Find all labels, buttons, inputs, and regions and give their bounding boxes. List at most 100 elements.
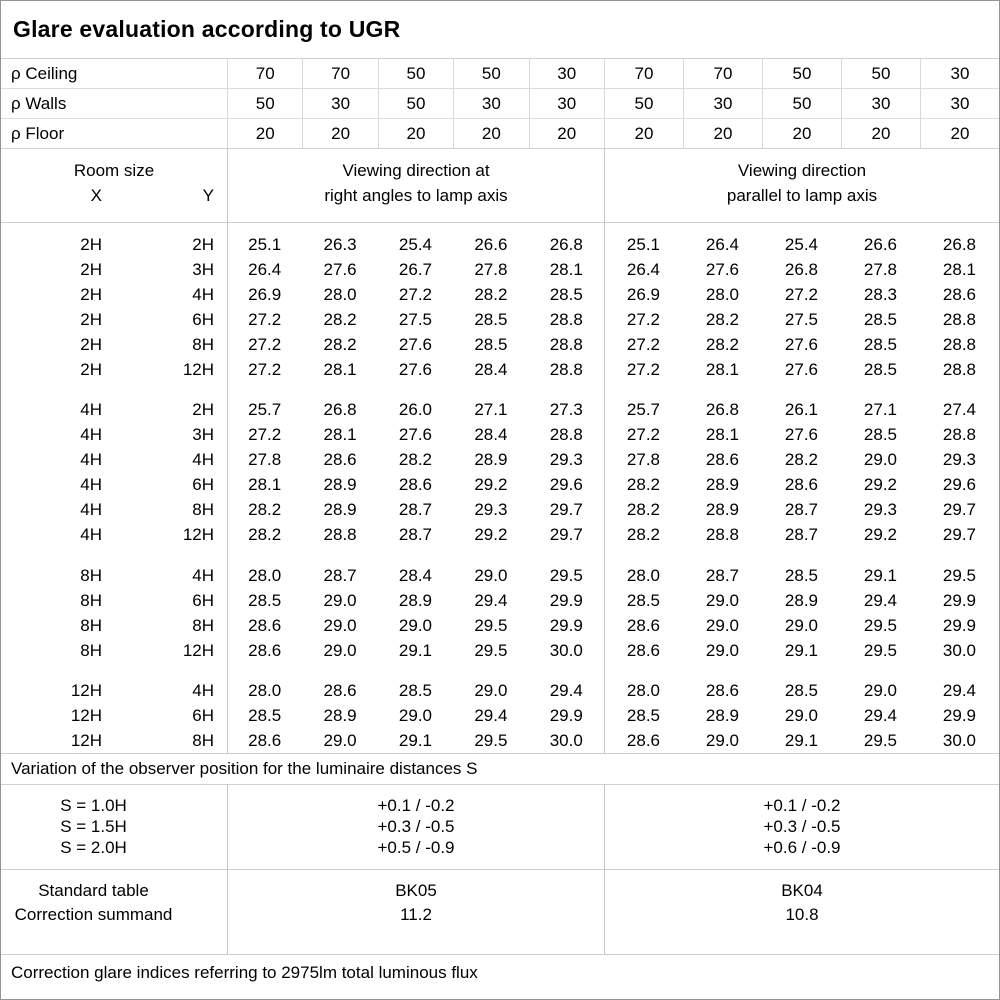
ugr-value-right-angles: 28.2 [248,500,282,519]
ugr-value-right-angles: 29.4 [474,591,508,610]
ugr-value-parallel: 28.9 [705,500,739,519]
ugr-value-parallel: 27.2 [626,360,660,379]
parallel-section-header: Viewing direction parallel to lamp axis [604,149,999,222]
ugr-value-parallel: 28.9 [705,475,739,494]
room-size-y: 4H [192,566,214,585]
ugr-value-parallel: 28.5 [626,591,660,610]
ugr-value-right-angles: 30.0 [549,731,583,750]
s-value: +0.5 / -0.9 [377,838,455,857]
room-size-y: 2H [192,235,214,254]
ugr-value-parallel: 28.2 [626,475,660,494]
room-size-x: 4H [80,400,102,419]
ugr-value-right-angles: 27.2 [248,335,282,354]
ugr-value-parallel: 27.2 [626,335,660,354]
ugr-value-parallel: 28.0 [626,566,660,585]
reflectance-value: 20 [302,119,377,148]
reflectance-value: 20 [528,119,604,148]
standard-table-value: BK04 [781,881,823,900]
ugr-value-parallel: 27.2 [626,310,660,329]
ugr-value-parallel: 29.7 [942,525,976,544]
ugr-value-right-angles: 28.6 [248,641,282,660]
ugr-block: 2H 2H 25.1 26.3 25.4 26.6 26.8 25.1 26.4 25.4 26.6… [1,232,999,382]
ugr-value-right-angles: 28.6 [248,731,282,750]
page-title: Glare evaluation according to UGR [13,16,401,42]
ugr-value-parallel: 28.8 [942,360,976,379]
ugr-value-parallel: 29.4 [863,706,897,725]
ugr-value-right-angles: 28.1 [323,360,357,379]
ugr-value-parallel: 28.5 [626,706,660,725]
ugr-value-right-angles: 26.8 [549,235,583,254]
ugr-value-right-angles: 26.8 [323,400,357,419]
ugr-value-right-angles: 28.2 [248,525,282,544]
ugr-value-right-angles: 29.9 [549,706,583,725]
ugr-block: 4H 2H 25.7 26.8 26.0 27.1 27.3 25.7 26.8 26.1 27.1… [1,397,999,547]
ugr-value-right-angles: 26.3 [323,235,357,254]
ugr-value-parallel: 28.5 [784,681,818,700]
ugr-value-right-angles: 27.5 [398,310,433,329]
ugr-row: 12H 6H 28.5 28.9 29.0 29.4 29.9 28.5 28.9 29.0 29.… [1,703,999,728]
reflectance-row: ρ Ceiling 70 70 50 50 30 70 70 50 50 30 [1,59,999,89]
ugr-row: 2H 4H 26.9 28.0 27.2 28.2 28.5 26.9 28.0 27.2 28.3… [1,282,999,307]
ugr-value-parallel: 27.6 [784,360,818,379]
ugr-value-right-angles: 28.8 [549,360,583,379]
ugr-value-parallel: 28.1 [705,360,739,379]
ugr-value-parallel: 27.2 [626,425,660,444]
reflectance-value: 50 [840,59,920,88]
room-size-x: 4H [80,425,102,444]
room-size-y: 3H [192,260,214,279]
reflectance-value: 20 [840,119,920,148]
room-size-header: Room size X Y [1,149,227,222]
ugr-value-right-angles: 27.3 [549,400,583,419]
reflectance-value: 30 [528,89,604,118]
ugr-value-parallel: 29.1 [784,641,818,660]
ugr-value-parallel: 29.0 [705,731,739,750]
footer-note: Correction glare indices referring to 29… [11,963,478,982]
room-size-x: 4H [80,525,102,544]
ugr-value-right-angles: 29.0 [323,616,357,635]
ugr-value-right-angles: 28.7 [398,525,433,544]
ugr-value-parallel: 29.2 [863,525,897,544]
reflectance-value: 30 [682,89,762,118]
ugr-value-right-angles: 29.6 [549,475,583,494]
ugr-value-right-angles: 29.2 [474,475,508,494]
ugr-value-right-angles: 27.2 [248,310,282,329]
reflectance-value: 50 [761,59,841,88]
reflectance-value: 70 [603,59,683,88]
ugr-value-right-angles: 29.4 [549,681,583,700]
ugr-value-parallel: 28.3 [863,285,897,304]
reflectance-value: 30 [919,89,999,118]
s-value: +0.6 / -0.9 [763,838,841,857]
ugr-value-right-angles: 26.0 [398,400,433,419]
ugr-value-right-angles: 28.5 [549,285,583,304]
ugr-value-parallel: 26.4 [705,235,739,254]
ugr-value-right-angles: 29.7 [549,525,583,544]
room-size-x: 12H [70,731,102,750]
ugr-value-parallel: 29.1 [863,566,897,585]
ugr-value-right-angles: 29.7 [549,500,583,519]
reflectance-value: 50 [761,89,841,118]
reflectance-section: ρ Ceiling 70 70 50 50 30 70 70 50 50 30 ρ Walls 50 30… [1,59,999,149]
room-size-y: 6H [192,706,214,725]
ugr-value-parallel: 29.0 [705,591,739,610]
ugr-value-right-angles: 27.6 [398,425,433,444]
room-size-y: 4H [192,285,214,304]
reflectance-value: 20 [227,119,302,148]
ugr-value-right-angles: 29.1 [398,731,433,750]
reflectance-value: 20 [682,119,762,148]
ugr-value-right-angles: 28.5 [474,310,508,329]
ugr-value-right-angles: 28.9 [474,450,508,469]
ugr-value-parallel: 28.6 [784,475,818,494]
s-value: +0.3 / -0.5 [377,817,455,836]
section-divider [604,223,605,753]
ugr-value-parallel: 29.0 [705,641,739,660]
ugr-value-right-angles: 29.4 [474,706,508,725]
ugr-value-parallel: 28.6 [942,285,976,304]
ugr-value-right-angles: 28.2 [323,335,357,354]
room-size-y: 6H [192,475,214,494]
ugr-value-parallel: 26.4 [626,260,660,279]
ugr-value-right-angles: 28.1 [323,425,357,444]
ugr-value-right-angles: 30.0 [549,641,583,660]
ugr-value-parallel: 27.1 [863,400,897,419]
reflectance-value: 20 [919,119,999,148]
ugr-value-parallel: 28.6 [705,681,739,700]
